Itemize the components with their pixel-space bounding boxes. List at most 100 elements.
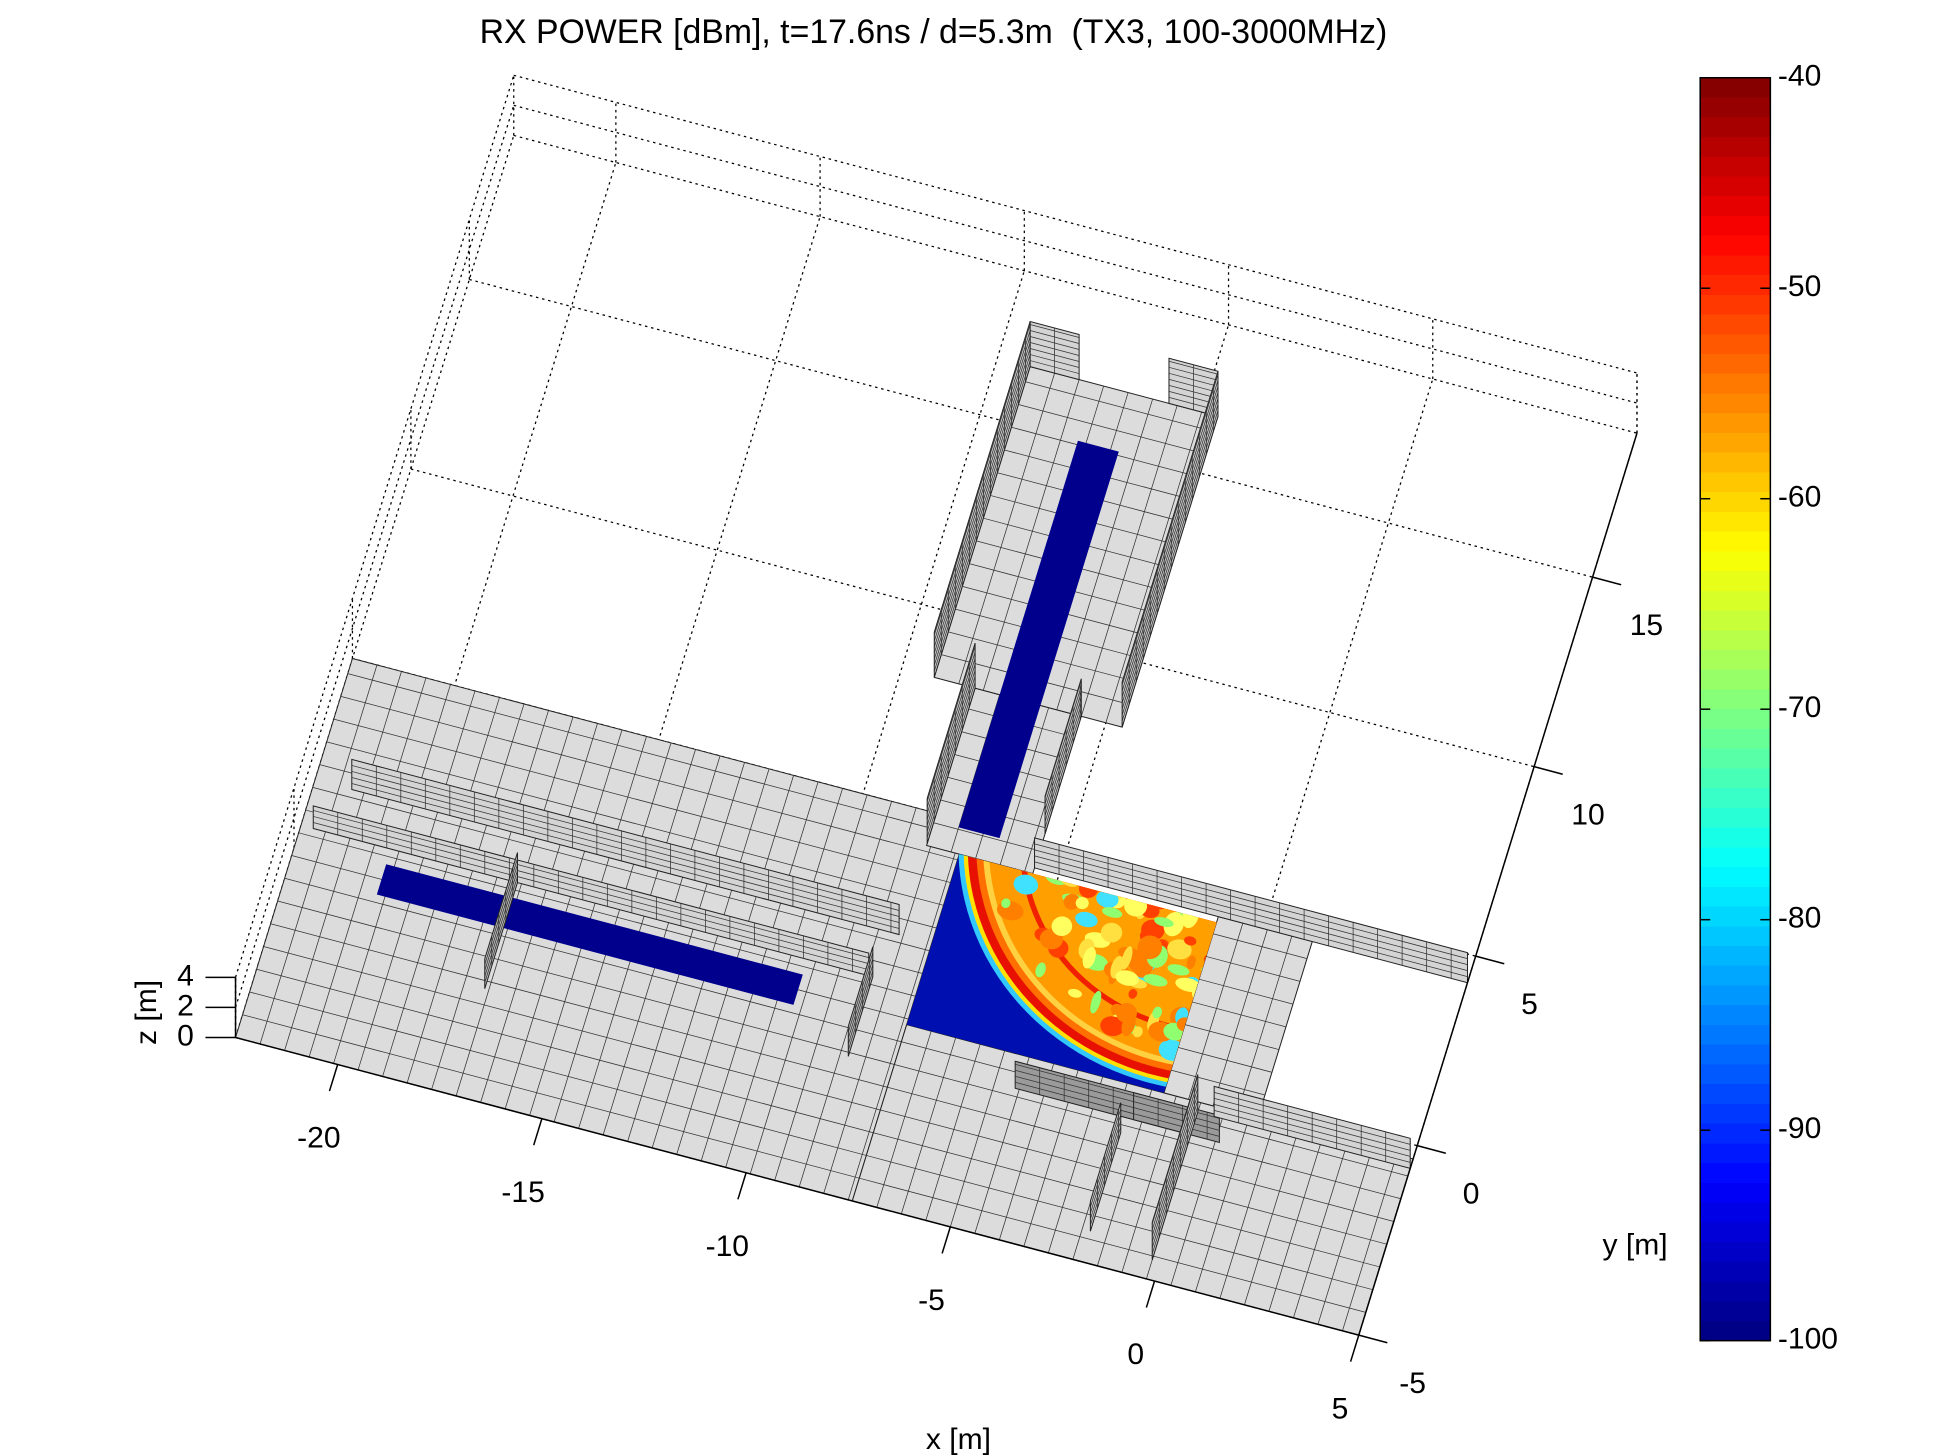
y-tick — [1417, 1144, 1447, 1154]
mesh-line — [1034, 861, 1468, 978]
mesh-line — [1151, 1099, 1199, 1248]
mesh-line — [277, 900, 895, 1065]
mesh-line — [284, 671, 402, 1051]
mesh-line — [1056, 398, 1153, 710]
mesh-line — [1090, 1126, 1122, 1226]
colorbar-tick-label: -50 — [1778, 270, 1821, 303]
heat-speckle — [1082, 947, 1096, 969]
zero-power-strip — [958, 440, 1119, 839]
heat-speckle — [1175, 834, 1188, 846]
y-tick-label: 10 — [1571, 799, 1604, 832]
heat-speckle — [1213, 865, 1217, 877]
mesh-line — [1030, 330, 1080, 344]
mesh-line — [1214, 1098, 1411, 1151]
mesh-line — [1151, 1081, 1199, 1230]
colorbar-tick-label: -100 — [1778, 1323, 1838, 1356]
mesh-line — [1214, 1104, 1411, 1157]
mesh-line — [880, 1109, 1387, 1245]
y-axis-label: y [m] — [1602, 1229, 1667, 1262]
mesh-line — [999, 707, 1049, 866]
heat-speckle — [1051, 916, 1073, 937]
mesh-line — [1121, 392, 1219, 704]
heat-speckle — [1071, 805, 1099, 822]
heat-speckle — [1159, 854, 1171, 856]
x-tick — [532, 1118, 543, 1146]
mesh-line — [866, 1155, 1373, 1291]
mesh-line — [351, 783, 900, 929]
mesh-line — [982, 379, 1080, 691]
mesh-line — [1317, 1147, 1373, 1325]
heat-ring — [1025, 854, 1217, 1030]
mesh-line — [1018, 404, 1207, 455]
mesh-line — [1268, 1134, 1324, 1312]
wall — [847, 946, 874, 1057]
heat-speckle — [1101, 818, 1122, 833]
z-tick-label: 4 — [177, 959, 194, 992]
heat-speckle — [1102, 907, 1123, 918]
mesh-line — [298, 832, 916, 997]
mesh-line — [1044, 692, 1082, 810]
mesh-line — [847, 952, 874, 1033]
mesh-line — [1034, 855, 1468, 972]
heat-speckle — [1152, 1006, 1162, 1019]
z-axis-label: z [m] — [130, 980, 163, 1045]
mesh-line — [1151, 1105, 1199, 1255]
mesh-line — [1030, 336, 1080, 350]
mesh-line — [1168, 378, 1219, 393]
grid-line — [513, 74, 1638, 374]
wall — [484, 852, 518, 989]
mesh-line — [950, 694, 1000, 853]
colorbar-tick-label: -60 — [1778, 481, 1821, 514]
mesh-line — [351, 771, 900, 917]
grid-line — [234, 75, 515, 978]
heat-speckle — [1206, 866, 1217, 885]
mesh-line — [1188, 923, 1244, 1100]
mesh-line — [284, 877, 902, 1043]
mesh-line — [1151, 1075, 1199, 1224]
heat-speckle — [1175, 841, 1193, 853]
colorbar-tick-label: -70 — [1778, 691, 1821, 724]
x-tick — [1349, 1334, 1360, 1362]
heat-speckle — [1154, 917, 1174, 928]
heat-speckle — [1206, 860, 1217, 878]
heat-speckle — [1164, 859, 1175, 871]
heat-speckle — [1186, 955, 1196, 969]
x-tick-label: -15 — [501, 1176, 544, 1209]
mesh-line — [1168, 366, 1219, 381]
heat-speckle — [1200, 854, 1217, 862]
mesh-line — [312, 786, 930, 952]
mesh-line — [313, 816, 869, 965]
mesh-line — [900, 1037, 957, 1215]
heat-speckle — [1074, 800, 1092, 823]
mesh-line — [484, 876, 518, 983]
x-tick — [328, 1064, 339, 1092]
mesh-line — [949, 1050, 1006, 1228]
mesh-line — [484, 864, 518, 971]
y-tick-label: -5 — [1399, 1367, 1426, 1400]
y-tick-label: 0 — [1463, 1178, 1480, 1211]
heat-speckle — [1013, 874, 1039, 895]
scene — [234, 365, 1414, 1336]
mesh-line — [1342, 1154, 1398, 1331]
mesh-line — [313, 822, 869, 971]
heat-speckle — [1100, 1016, 1125, 1037]
y-tick — [1592, 576, 1622, 586]
mesh-line — [925, 1044, 981, 1221]
mesh-line — [876, 1031, 932, 1208]
colorbar: -100 -90 -80 -70 -60 -50 -40 — [1699, 60, 1838, 1356]
y-axis — [1358, 432, 1638, 1336]
mesh-line — [1034, 849, 1468, 966]
mesh-line — [270, 923, 888, 1088]
mesh-line — [1168, 360, 1219, 375]
mesh-line — [1090, 1108, 1122, 1208]
colorbar-tick-label: -90 — [1778, 1112, 1821, 1145]
heat-speckle — [1184, 936, 1197, 946]
mesh-line — [749, 794, 868, 1174]
mesh-line — [1044, 698, 1082, 816]
heat-speckle — [1075, 911, 1098, 928]
wall — [351, 758, 900, 936]
z-tick-label: 0 — [177, 1019, 194, 1052]
mesh-line — [1030, 360, 1080, 374]
mesh-line — [484, 870, 518, 977]
